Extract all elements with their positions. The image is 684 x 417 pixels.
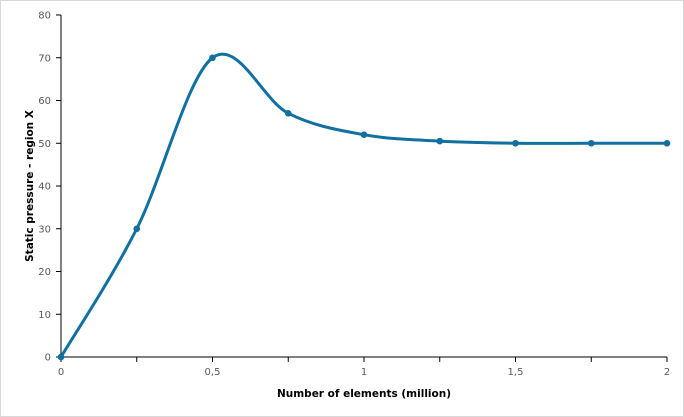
data-point-markers <box>57 54 671 361</box>
data-point-marker <box>209 54 216 62</box>
y-tick-label: 70 <box>38 53 51 64</box>
y-tick-label: 40 <box>38 182 51 193</box>
data-point-marker <box>512 139 519 147</box>
x-tick-label: 0 <box>58 367 64 378</box>
x-tick-label: 0,5 <box>205 367 221 378</box>
data-point-marker <box>436 137 444 145</box>
x-axis-ticks: 0 0,5 1 1,5 2 <box>58 357 670 378</box>
y-tick-label: 20 <box>38 267 51 278</box>
data-point-marker <box>360 131 368 138</box>
y-tick-label: 60 <box>38 96 51 107</box>
data-point-marker <box>587 139 595 147</box>
x-tick-label: 1,5 <box>508 367 524 378</box>
y-axis-title: Static pressure - region X <box>24 110 36 262</box>
x-tick-label: 1 <box>361 367 367 378</box>
y-tick-label: 80 <box>38 11 51 22</box>
y-tick-label: 0 <box>45 353 51 364</box>
x-axis-title: Number of elements (million) <box>277 388 451 400</box>
y-tick-label: 10 <box>38 310 51 321</box>
x-tick-label: 2 <box>664 367 670 378</box>
y-axis-ticks: 0 10 20 30 40 50 60 70 80 <box>38 11 61 364</box>
y-tick-label: 50 <box>38 139 51 150</box>
data-point-marker <box>284 110 292 117</box>
y-tick-label: 30 <box>38 224 51 235</box>
data-point-marker <box>57 353 65 361</box>
data-series-line <box>59 52 669 359</box>
data-point-marker <box>133 225 141 233</box>
data-point-marker <box>663 139 671 147</box>
